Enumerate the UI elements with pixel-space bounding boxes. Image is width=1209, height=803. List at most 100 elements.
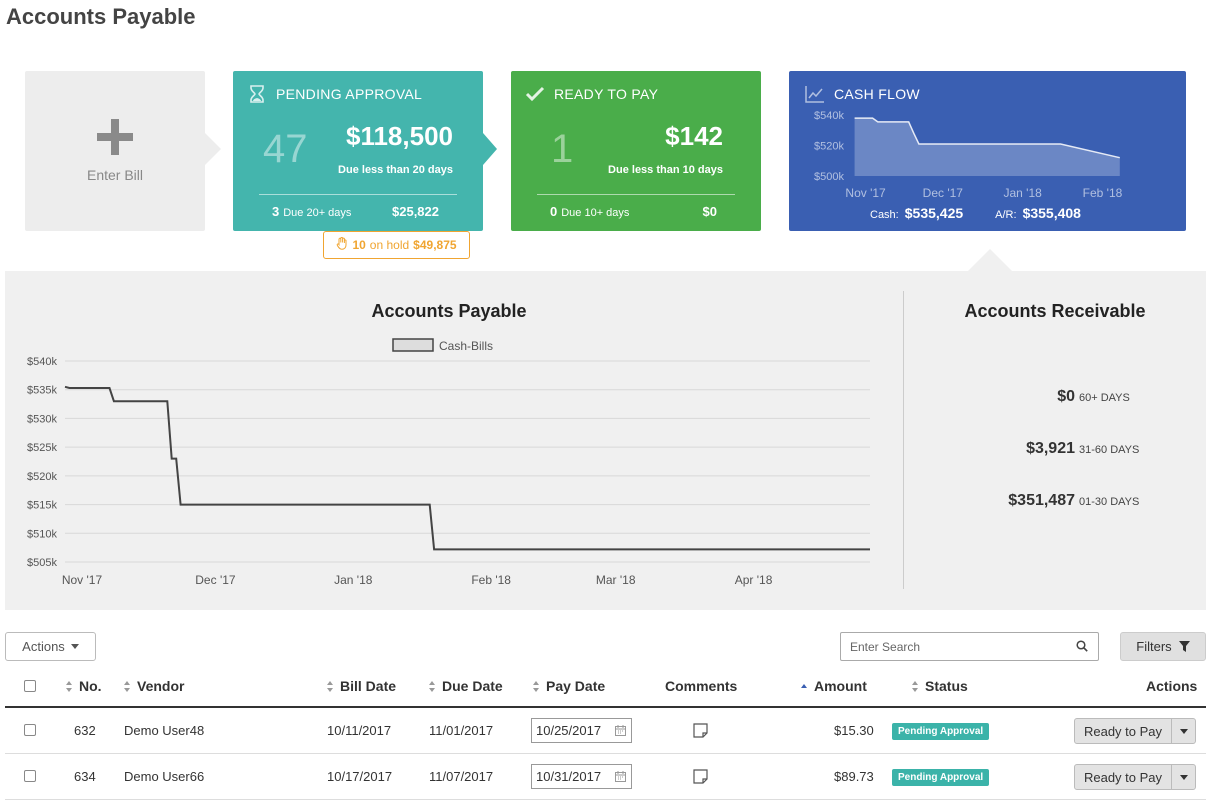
y-tick-label: $515k — [27, 500, 57, 512]
col-actions: Actions — [1146, 678, 1197, 694]
filters-button[interactable]: Filters — [1120, 632, 1206, 661]
on-hold-amount: $49,875 — [413, 238, 457, 252]
y-tick-label: $530k — [27, 413, 57, 425]
row-bill-date: 10/11/2017 — [327, 723, 392, 738]
on-hold-label: on hold — [369, 238, 410, 252]
row-vendor[interactable]: Demo User48 — [124, 723, 205, 738]
col-status[interactable]: Status — [912, 678, 968, 694]
cash-flow-footer: Cash: $535,425 A/R: $355,408 — [870, 205, 1107, 221]
y-tick-label: $525k — [27, 442, 57, 454]
comment-note-icon[interactable] — [693, 769, 708, 784]
col-pay-date[interactable]: Pay Date — [533, 678, 605, 694]
card-arrow — [483, 133, 497, 165]
y-tick-label: $510k — [27, 528, 57, 540]
comment-note-icon[interactable] — [693, 723, 708, 738]
ap-line-chart: Cash-Bills $540k $535k $530k $525k $520k $515k… — [27, 338, 870, 587]
ready-to-pay-split-button[interactable]: Ready to Pay — [1074, 764, 1196, 790]
y-tick-label: $520k — [27, 471, 57, 483]
row-action-dropdown[interactable] — [1172, 765, 1195, 789]
col-vendor-label: Vendor — [137, 678, 185, 694]
actions-label: Actions — [22, 639, 65, 654]
ar-bucket-row: $0 60+ DAYS — [905, 388, 1205, 406]
row-bill-date: 10/17/2017 — [327, 769, 393, 784]
cf-area — [854, 118, 1120, 176]
sort-icon — [533, 680, 540, 692]
status-badge: Pending Approval — [892, 723, 990, 740]
ready-to-pay-button[interactable]: Ready to Pay — [1075, 719, 1172, 743]
row-no: 634 — [74, 769, 96, 784]
ready-foot-amount: $0 — [702, 204, 717, 219]
col-comments: Comments — [665, 678, 737, 694]
row-checkbox[interactable] — [24, 724, 36, 736]
pending-amount: $118,500 — [345, 121, 453, 151]
x-tick-label: Feb '18 — [471, 573, 511, 587]
sort-icon — [327, 680, 334, 692]
col-comments-label: Comments — [665, 678, 738, 694]
cf-y-tick-label: $520k — [814, 141, 844, 153]
on-hold-badge[interactable]: 10 on hold $49,875 — [323, 231, 470, 259]
row-due-date: 11/07/2017 — [429, 769, 494, 784]
filter-icon — [1178, 641, 1190, 652]
row-due-date: 11/01/2017 — [429, 723, 494, 738]
pending-approval-card[interactable]: PENDING APPROVAL 47 $118,500 Due less th… — [233, 71, 497, 231]
search-input[interactable] — [841, 633, 1066, 660]
col-due-date[interactable]: Due Date — [429, 678, 503, 694]
search-icon[interactable] — [1076, 640, 1088, 652]
chart-panel: Accounts Payable Cash-Bills $540k $535k $53… — [5, 271, 1206, 610]
cf-x-tick-label: Dec '17 — [923, 186, 964, 200]
cash-flow-card[interactable]: CASH FLOW $540k $520k $500k Nov '17 Dec '17 J… — [789, 71, 1186, 231]
row-action-dropdown[interactable] — [1172, 719, 1195, 743]
pending-due-text: Due less than 20 days — [338, 164, 453, 176]
ready-foot-count: 0 — [550, 204, 558, 219]
select-all-checkbox[interactable] — [24, 680, 36, 692]
y-tick-label: $540k — [27, 356, 57, 368]
col-vendor[interactable]: Vendor — [124, 678, 184, 694]
row-vendor[interactable]: Demo User66 — [124, 769, 205, 784]
enter-bill-label: Enter Bill — [86, 167, 144, 183]
ready-to-pay-split-button[interactable]: Ready to Pay — [1074, 718, 1196, 744]
actions-dropdown-button[interactable]: Actions — [5, 632, 96, 661]
ar-bucket-row: $351,487 01-30 DAYS — [905, 492, 1205, 510]
calendar-icon[interactable] — [615, 725, 626, 736]
ar-value: $355,408 — [1022, 205, 1081, 221]
table-row[interactable]: 632 Demo User48 10/11/2017 11/01/2017 10… — [5, 708, 1206, 754]
ready-foot[interactable]: 0 Due 10+ days — [550, 204, 629, 219]
ready-to-pay-header: READY TO PAY — [525, 85, 658, 103]
cf-x-tick-label: Feb '18 — [1083, 186, 1123, 200]
x-tick-label: Apr '18 — [735, 573, 773, 587]
series-line-cash-bills — [64, 385, 870, 551]
cf-y-tick-label: $500k — [814, 171, 844, 183]
search-box[interactable] — [840, 632, 1099, 661]
legend-label: Cash-Bills — [439, 339, 493, 353]
pay-date-input[interactable]: 10/25/2017 — [531, 718, 632, 743]
col-pay-date-label: Pay Date — [546, 678, 606, 694]
sort-icon — [912, 680, 919, 692]
enter-bill-card[interactable]: Enter Bill — [25, 71, 221, 231]
ready-foot-label: Due 10+ days — [561, 207, 630, 219]
row-checkbox[interactable] — [24, 770, 36, 782]
ready-to-pay-title: READY TO PAY — [554, 86, 659, 102]
ar-bucket-amount: $3,921 — [1026, 440, 1075, 457]
cash-flow-header: CASH FLOW — [805, 85, 920, 103]
panel-pointer — [968, 249, 1012, 271]
ready-to-pay-card[interactable]: READY TO PAY 1 $142 Due less than 10 day… — [511, 71, 761, 231]
col-status-label: Status — [925, 678, 968, 694]
ready-to-pay-button[interactable]: Ready to Pay — [1075, 765, 1172, 789]
col-bill-date[interactable]: Bill Date — [327, 678, 396, 694]
calendar-icon[interactable] — [615, 771, 626, 782]
ap-chart-title: Accounts Payable — [371, 301, 527, 321]
ar-title: Accounts Receivable — [964, 301, 1146, 321]
ar-bucket-label: 31-60 DAYS — [1079, 444, 1140, 456]
col-actions-label: Actions — [1146, 678, 1198, 694]
table-row[interactable]: 634 Demo User66 10/17/2017 11/07/2017 10… — [5, 754, 1206, 800]
ready-due-text: Due less than 10 days — [608, 164, 723, 176]
row-amount: $15.30 — [834, 723, 874, 738]
col-amount[interactable]: Amount — [801, 678, 867, 694]
pending-foot[interactable]: 3 Due 20+ days — [272, 204, 351, 219]
x-tick-label: Dec '17 — [195, 573, 236, 587]
col-amount-label: Amount — [814, 678, 867, 694]
pay-date-input[interactable]: 10/31/2017 — [531, 764, 632, 789]
cash-value: $535,425 — [904, 205, 964, 221]
col-no[interactable]: No. — [66, 678, 102, 694]
